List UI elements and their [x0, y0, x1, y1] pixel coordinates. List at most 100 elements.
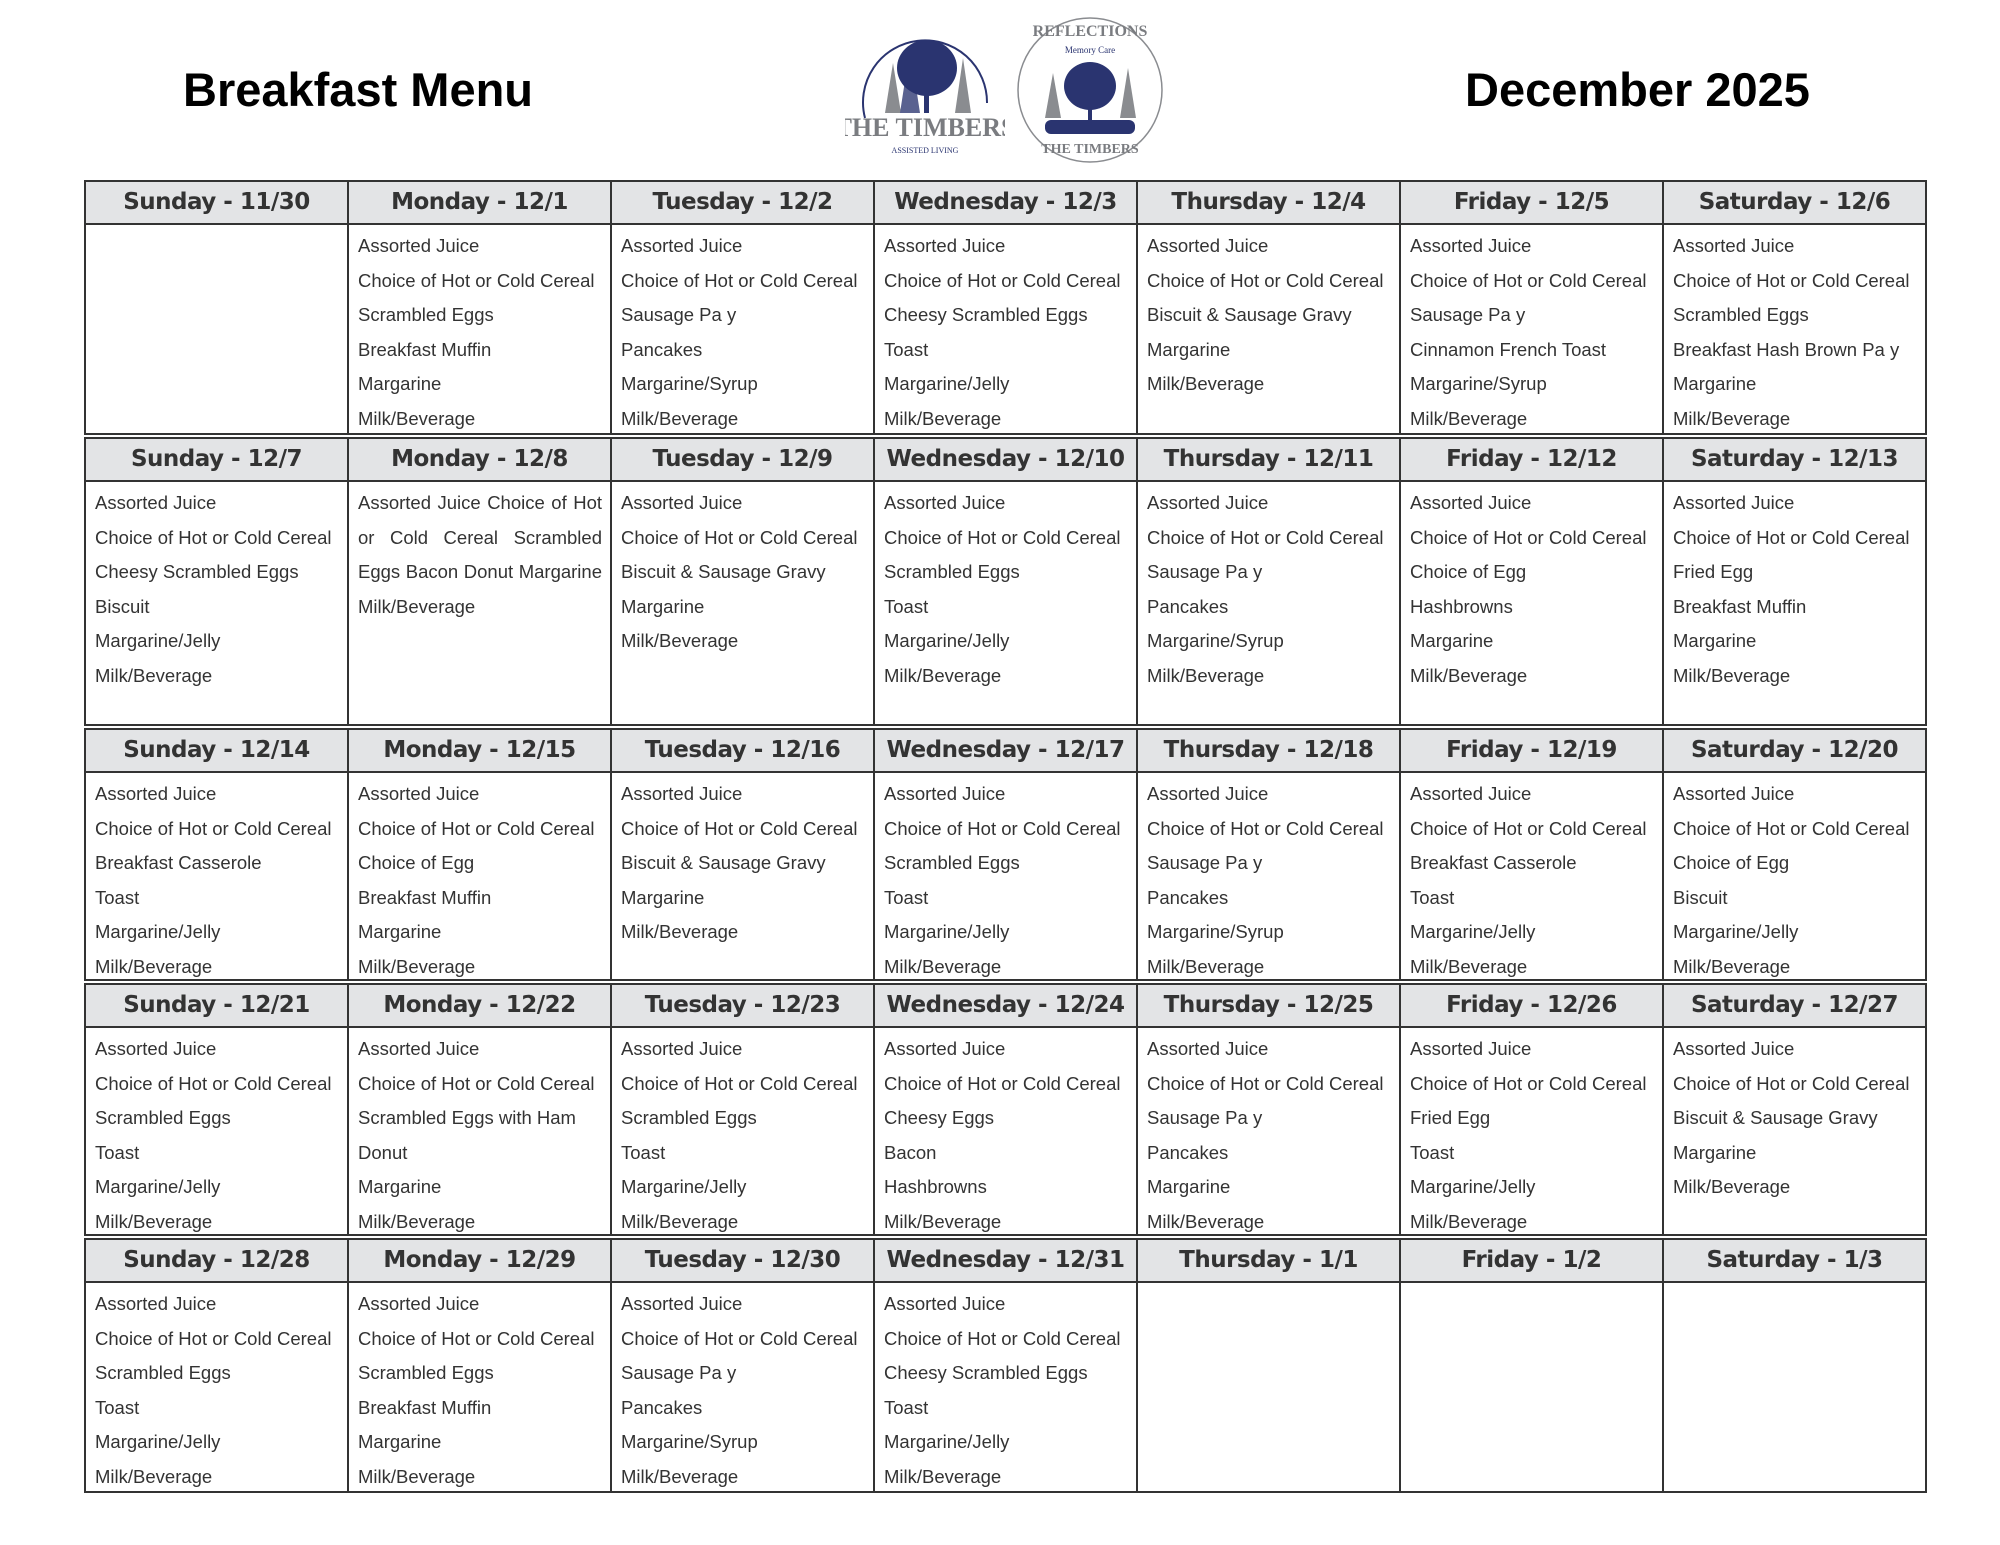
day-header: Sunday - 11/30	[86, 182, 349, 225]
menu-item: Milk/Beverage	[1147, 664, 1265, 686]
menu-item: Choice of Hot or Cold Cereal	[95, 817, 332, 839]
menu-paragraph: Assorted Juice Choice of Hot or Cold Cer…	[358, 492, 602, 617]
day-menu: Assorted Juice Choice of Hot or Cold Cere…	[1664, 773, 1927, 981]
menu-item: Margarine/Syrup	[1147, 630, 1284, 651]
menu-item: Toast	[95, 1396, 140, 1418]
menu-item: Milk/Beverage	[95, 664, 213, 686]
menu-item: Margarine/Syrup	[621, 1431, 758, 1452]
day-header: Tuesday - 12/16	[612, 730, 875, 773]
menu-item: Margarine/Syrup	[1147, 921, 1284, 942]
menu-item: Scrambled Eggs	[884, 852, 1020, 873]
menu-item: Margarine	[621, 886, 705, 908]
menu-item: Pancakes	[1147, 595, 1229, 617]
menu-item: Assorted Juice	[884, 783, 1006, 804]
menu-item: Choice of Hot or Cold Cereal	[1410, 269, 1647, 291]
menu-item: Pancakes	[1147, 886, 1229, 908]
svg-text:REFLECTIONS: REFLECTIONS	[1033, 23, 1148, 40]
day-header: Thursday - 12/4	[1138, 182, 1401, 225]
menu-item: Choice of Hot or Cold Cereal	[621, 1072, 858, 1094]
menu-item: Milk/Beverage	[1410, 955, 1528, 977]
menu-item: Choice of Hot or Cold Cereal	[358, 1072, 595, 1094]
menu-item: Choice of Hot or Cold Cereal	[884, 1327, 1121, 1349]
menu-item: Breakfast Hash Brown Pa y	[1673, 338, 1900, 360]
svg-text:THE TIMBERS: THE TIMBERS	[845, 113, 1005, 142]
menu-item: Margarine/Jelly	[1410, 921, 1536, 942]
menu-item: Milk/Beverage	[95, 1465, 213, 1487]
day-header: Monday - 12/22	[349, 985, 612, 1028]
menu-item: Milk/Beverage	[95, 1210, 213, 1232]
menu-item: Assorted Juice	[95, 1038, 217, 1059]
menu-item: Toast	[884, 886, 929, 908]
menu-item: Choice of Hot or Cold Cereal	[884, 269, 1121, 291]
menu-item: Breakfast Muffin	[358, 338, 492, 360]
menu-item: Biscuit & Sausage Gravy	[621, 852, 826, 873]
menu-item: Margarine/Jelly	[1673, 921, 1799, 942]
menu-item: Assorted Juice	[1673, 492, 1795, 513]
day-menu: Assorted Juice Choice of Hot or Cold Cere…	[86, 1028, 349, 1236]
menu-item: Milk/Beverage	[1673, 407, 1791, 429]
day-menu: Assorted Juice Choice of Hot or Cold Cere…	[612, 482, 875, 726]
day-menu: Assorted Juice Choice of Hot or Cold Cer…	[349, 482, 612, 726]
menu-item: Milk/Beverage	[1673, 955, 1791, 977]
menu-item: Choice of Hot or Cold Cereal	[621, 1327, 858, 1349]
menu-item: Scrambled Eggs with Ham	[358, 1107, 576, 1128]
menu-item: Cheesy Scrambled Eggs	[95, 561, 299, 582]
menu-item: Choice of Hot or Cold Cereal	[884, 817, 1121, 839]
menu-item: Breakfast Muffin	[358, 886, 492, 908]
menu-item: Toast	[1410, 886, 1455, 908]
menu-item: Margarine	[358, 1431, 442, 1452]
day-menu	[86, 225, 349, 435]
day-header: Friday - 12/5	[1401, 182, 1664, 225]
day-menu: Assorted Juice Choice of Hot or Cold Cere…	[1401, 773, 1664, 981]
menu-item: Sausage Pa y	[1147, 852, 1263, 873]
day-header: Saturday - 12/20	[1664, 730, 1927, 773]
week-row: Sunday - 12/28 Assorted Juice Choice of Ho…	[84, 1238, 1927, 1493]
menu-item: Margarine/Jelly	[95, 921, 221, 942]
menu-item: Assorted Juice	[1147, 1038, 1269, 1059]
day-menu: Assorted Juice Choice of Hot or Cold Cere…	[1401, 1028, 1664, 1236]
day-header: Wednesday - 12/17	[875, 730, 1138, 773]
day-header: Wednesday - 12/3	[875, 182, 1138, 225]
menu-item: Choice of Hot or Cold Cereal	[95, 526, 332, 548]
day-menu: Assorted Juice Choice of Hot or Cold Cere…	[86, 1283, 349, 1493]
menu-item: Choice of Hot or Cold Cereal	[1673, 817, 1910, 839]
menu-item: Pancakes	[621, 1396, 703, 1418]
menu-item: Bacon	[884, 1141, 937, 1163]
menu-item: Margarine/Jelly	[884, 630, 1010, 651]
menu-item: Assorted Juice	[358, 235, 480, 256]
menu-item: Choice of Hot or Cold Cereal	[1410, 1072, 1647, 1094]
menu-item: Choice of Hot or Cold Cereal	[358, 269, 595, 291]
menu-item: Scrambled Eggs	[358, 304, 494, 325]
day-menu: Assorted Juice Choice of Hot or Cold Cere…	[1401, 482, 1664, 726]
day-header: Friday - 12/19	[1401, 730, 1664, 773]
menu-item: Assorted Juice	[1410, 1038, 1532, 1059]
menu-item: Hashbrowns	[884, 1176, 987, 1197]
menu-item: Assorted Juice	[621, 235, 743, 256]
day-menu: Assorted Juice Choice of Hot or Cold Cere…	[875, 1028, 1138, 1236]
day-header: Monday - 12/1	[349, 182, 612, 225]
menu-item: Assorted Juice	[884, 1293, 1006, 1314]
menu-item: Sausage Pa y	[1147, 561, 1263, 582]
day-header: Friday - 12/12	[1401, 439, 1664, 482]
svg-text:THE TIMBERS: THE TIMBERS	[1041, 142, 1139, 157]
menu-item: Milk/Beverage	[1147, 1210, 1265, 1232]
menu-item: Sausage Pa y	[1147, 1107, 1263, 1128]
day-menu	[1138, 1283, 1401, 1493]
menu-item: Scrambled Eggs	[358, 1362, 494, 1383]
menu-item: Choice of Hot or Cold Cereal	[1410, 817, 1647, 839]
menu-item: Donut	[358, 1141, 408, 1163]
menu-item: Choice of Hot or Cold Cereal	[95, 1072, 332, 1094]
menu-item: Milk/Beverage	[358, 407, 476, 429]
menu-item: Pancakes	[1147, 1141, 1229, 1163]
menu-item: Breakfast Casserole	[1410, 852, 1577, 873]
menu-item: Milk/Beverage	[621, 630, 739, 651]
day-menu: Assorted Juice Choice of Hot or Cold Cere…	[612, 1028, 875, 1236]
day-header: Saturday - 1/3	[1664, 1240, 1927, 1283]
menu-item: Margarine	[358, 1176, 442, 1197]
day-menu: Assorted Juice Choice of Hot or Cold Cere…	[1138, 1028, 1401, 1236]
menu-item: Margarine/Syrup	[621, 373, 758, 394]
day-header: Sunday - 12/28	[86, 1240, 349, 1283]
menu-item: Choice of Hot or Cold Cereal	[621, 269, 858, 291]
day-header: Saturday - 12/13	[1664, 439, 1927, 482]
menu-item: Choice of Hot or Cold Cereal	[621, 526, 858, 548]
